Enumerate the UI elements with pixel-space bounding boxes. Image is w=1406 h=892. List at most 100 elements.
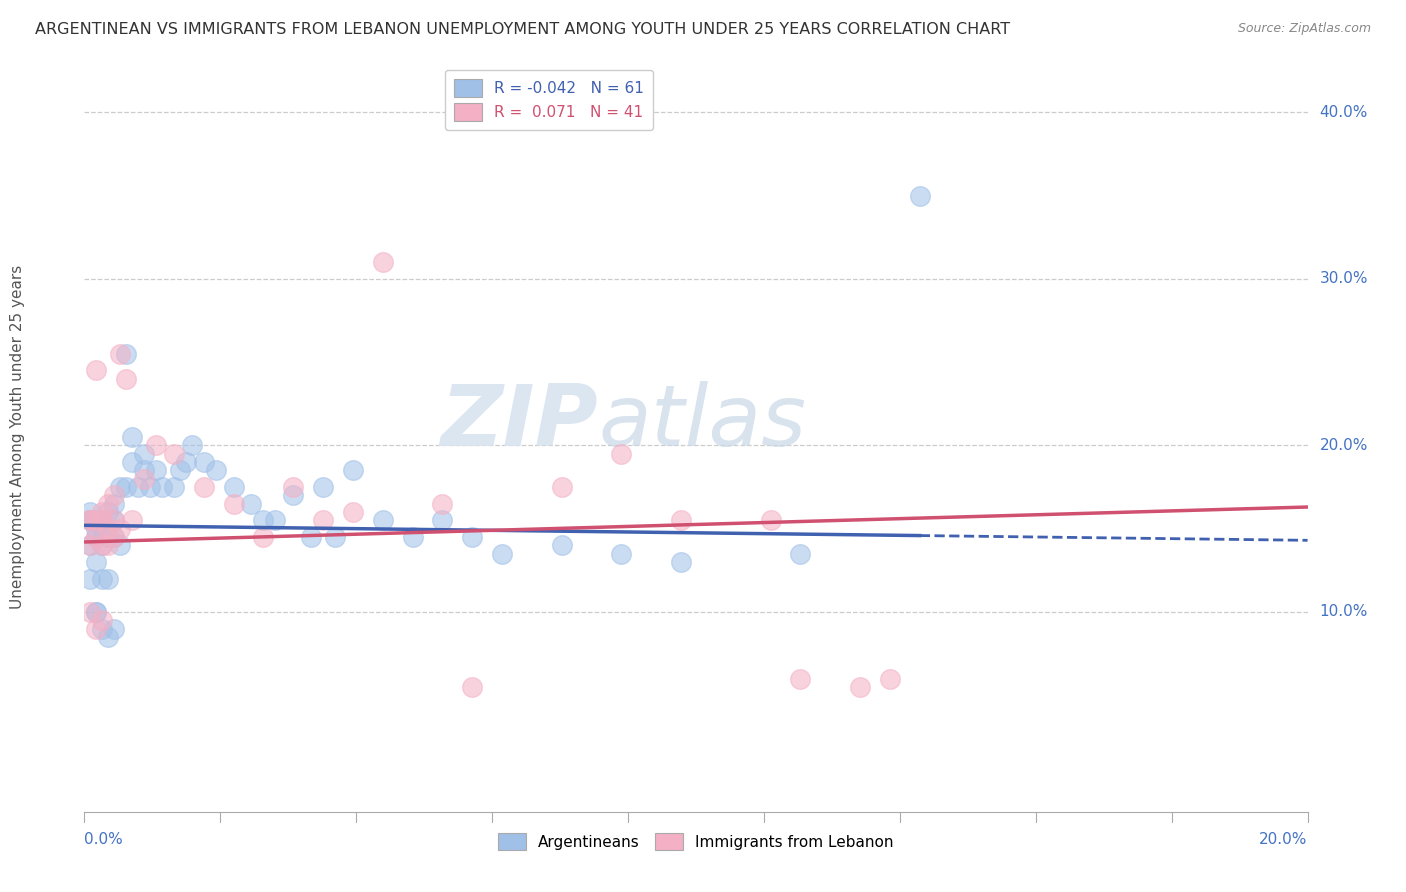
Point xyxy=(551,538,574,552)
Point xyxy=(132,463,155,477)
Point xyxy=(145,438,167,452)
Point xyxy=(91,613,114,627)
Point xyxy=(97,538,120,552)
Point xyxy=(97,572,120,586)
Point xyxy=(121,455,143,469)
Point xyxy=(312,480,335,494)
Point xyxy=(91,622,114,636)
Text: 0.0%: 0.0% xyxy=(84,831,124,847)
Point xyxy=(432,513,454,527)
Point xyxy=(97,497,120,511)
Point xyxy=(371,255,394,269)
Point xyxy=(84,530,107,544)
Point xyxy=(121,430,143,444)
Point xyxy=(669,555,692,569)
Point xyxy=(132,472,155,486)
Point xyxy=(103,622,125,636)
Point xyxy=(169,463,191,477)
Point xyxy=(610,447,633,461)
Point xyxy=(79,513,101,527)
Point xyxy=(610,547,633,561)
Point xyxy=(669,513,692,527)
Point xyxy=(115,372,138,386)
Point xyxy=(127,480,149,494)
Point xyxy=(371,513,394,527)
Point xyxy=(91,513,114,527)
Point xyxy=(283,488,305,502)
Text: Source: ZipAtlas.com: Source: ZipAtlas.com xyxy=(1237,22,1371,36)
Point xyxy=(193,480,215,494)
Point xyxy=(97,530,120,544)
Point xyxy=(789,672,811,686)
Point xyxy=(91,538,114,552)
Point xyxy=(461,680,484,694)
Point xyxy=(91,513,114,527)
Text: 30.0%: 30.0% xyxy=(1319,271,1368,286)
Point xyxy=(283,480,305,494)
Point xyxy=(84,513,107,527)
Point xyxy=(879,672,901,686)
Point xyxy=(84,530,107,544)
Point xyxy=(163,480,186,494)
Point xyxy=(103,497,125,511)
Point xyxy=(103,488,125,502)
Point xyxy=(401,530,423,544)
Point xyxy=(79,605,101,619)
Point xyxy=(84,513,107,527)
Point xyxy=(204,463,226,477)
Point xyxy=(91,572,114,586)
Point xyxy=(115,347,138,361)
Point xyxy=(79,538,101,552)
Point xyxy=(108,522,131,536)
Text: Unemployment Among Youth under 25 years: Unemployment Among Youth under 25 years xyxy=(10,265,24,609)
Point xyxy=(252,530,274,544)
Point xyxy=(163,447,186,461)
Point xyxy=(789,547,811,561)
Point xyxy=(222,497,245,511)
Point xyxy=(264,513,287,527)
Point xyxy=(132,447,155,461)
Point xyxy=(908,188,931,202)
Point xyxy=(150,480,173,494)
Point xyxy=(121,513,143,527)
Point xyxy=(323,530,346,544)
Point xyxy=(222,480,245,494)
Point xyxy=(108,347,131,361)
Point xyxy=(97,630,120,644)
Point xyxy=(103,530,125,544)
Point xyxy=(461,530,484,544)
Point xyxy=(252,513,274,527)
Point xyxy=(91,505,114,519)
Text: 20.0%: 20.0% xyxy=(1260,831,1308,847)
Point xyxy=(115,480,138,494)
Point xyxy=(91,538,114,552)
Point xyxy=(491,547,513,561)
Point xyxy=(79,513,101,527)
Point xyxy=(432,497,454,511)
Point xyxy=(79,505,101,519)
Point xyxy=(108,538,131,552)
Point xyxy=(84,363,107,377)
Point xyxy=(79,572,101,586)
Point xyxy=(91,522,114,536)
Point xyxy=(849,680,872,694)
Point xyxy=(759,513,782,527)
Point xyxy=(193,455,215,469)
Point xyxy=(84,555,107,569)
Point xyxy=(342,463,364,477)
Text: 10.0%: 10.0% xyxy=(1319,605,1368,619)
Text: atlas: atlas xyxy=(598,381,806,464)
Point xyxy=(180,438,202,452)
Point xyxy=(84,622,107,636)
Text: ARGENTINEAN VS IMMIGRANTS FROM LEBANON UNEMPLOYMENT AMONG YOUTH UNDER 25 YEARS C: ARGENTINEAN VS IMMIGRANTS FROM LEBANON U… xyxy=(35,22,1011,37)
Point xyxy=(97,522,120,536)
Point xyxy=(174,455,197,469)
Point xyxy=(312,513,335,527)
Point xyxy=(139,480,162,494)
Point xyxy=(97,505,120,519)
Point xyxy=(299,530,322,544)
Point xyxy=(84,605,107,619)
Text: 20.0%: 20.0% xyxy=(1319,438,1368,453)
Point xyxy=(79,538,101,552)
Point xyxy=(79,513,101,527)
